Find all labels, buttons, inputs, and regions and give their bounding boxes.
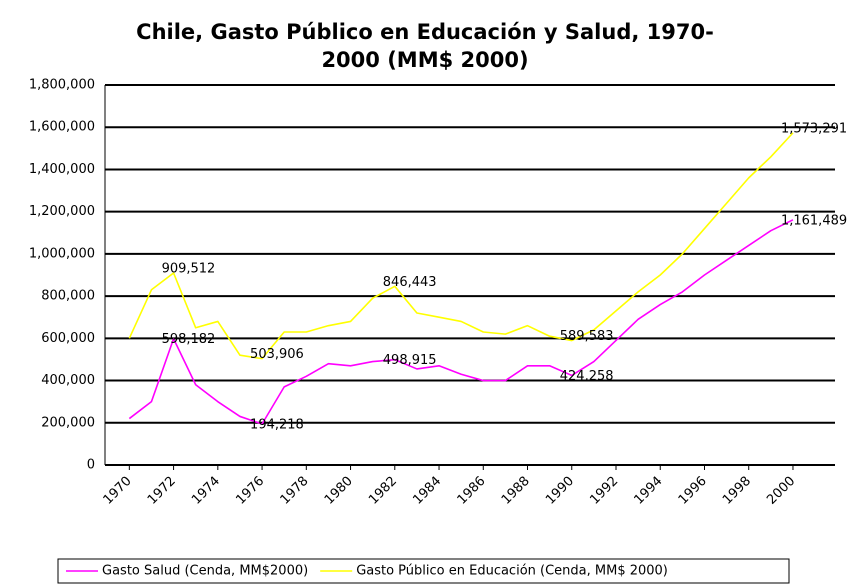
y-tick-label: 0 — [87, 458, 95, 473]
data-label: 1,573,291 — [781, 121, 847, 136]
x-tick-label: 1992 — [587, 474, 621, 508]
x-tick-label: 1988 — [499, 474, 533, 508]
legend-label: Gasto Salud (Cenda, MM$2000) — [102, 564, 308, 579]
legend-label: Gasto Público en Educación (Cenda, MM$ 2… — [356, 564, 668, 579]
y-tick-label: 1,600,000 — [29, 120, 95, 135]
chart-title: 2000 (MM$ 2000) — [321, 48, 528, 72]
data-label: 589,583 — [560, 329, 614, 344]
y-tick-label: 600,000 — [41, 331, 95, 346]
data-label: 846,443 — [383, 275, 437, 290]
y-tick-label: 800,000 — [41, 289, 95, 304]
data-label: 503,906 — [250, 347, 304, 362]
legend-box — [57, 558, 790, 584]
x-tick-label: 1972 — [145, 474, 179, 508]
y-tick-label: 1,800,000 — [29, 78, 95, 93]
x-tick-label: 1970 — [101, 474, 135, 508]
x-tick-label: 1994 — [632, 474, 666, 508]
data-label: 598,182 — [162, 332, 216, 347]
x-tick-label: 1976 — [233, 474, 267, 508]
y-tick-label: 1,000,000 — [29, 246, 95, 261]
data-label: 909,512 — [162, 261, 216, 276]
x-tick-label: 1984 — [410, 474, 444, 508]
data-label: 424,258 — [560, 369, 614, 384]
data-label: 498,915 — [383, 353, 437, 368]
data-label: 194,218 — [250, 417, 304, 432]
x-tick-label: 2000 — [764, 474, 798, 508]
x-tick-label: 1978 — [278, 474, 312, 508]
x-tick-label: 1996 — [676, 474, 710, 508]
series-line — [128, 219, 794, 425]
y-tick-label: 200,000 — [41, 415, 95, 430]
x-tick-label: 1998 — [720, 474, 754, 508]
y-tick-label: 1,200,000 — [29, 204, 95, 219]
data-label: 1,161,489 — [781, 213, 847, 228]
y-tick-label: 1,400,000 — [29, 162, 95, 177]
x-tick-label: 1980 — [322, 474, 356, 508]
x-tick-label: 1986 — [455, 474, 489, 508]
y-tick-label: 400,000 — [41, 373, 95, 388]
x-tick-label: 1982 — [366, 474, 400, 508]
chart-title: Chile, Gasto Público en Educación y Salu… — [136, 20, 714, 44]
series-line — [128, 132, 794, 360]
x-tick-label: 1974 — [189, 474, 223, 508]
x-tick-label: 1990 — [543, 474, 577, 508]
